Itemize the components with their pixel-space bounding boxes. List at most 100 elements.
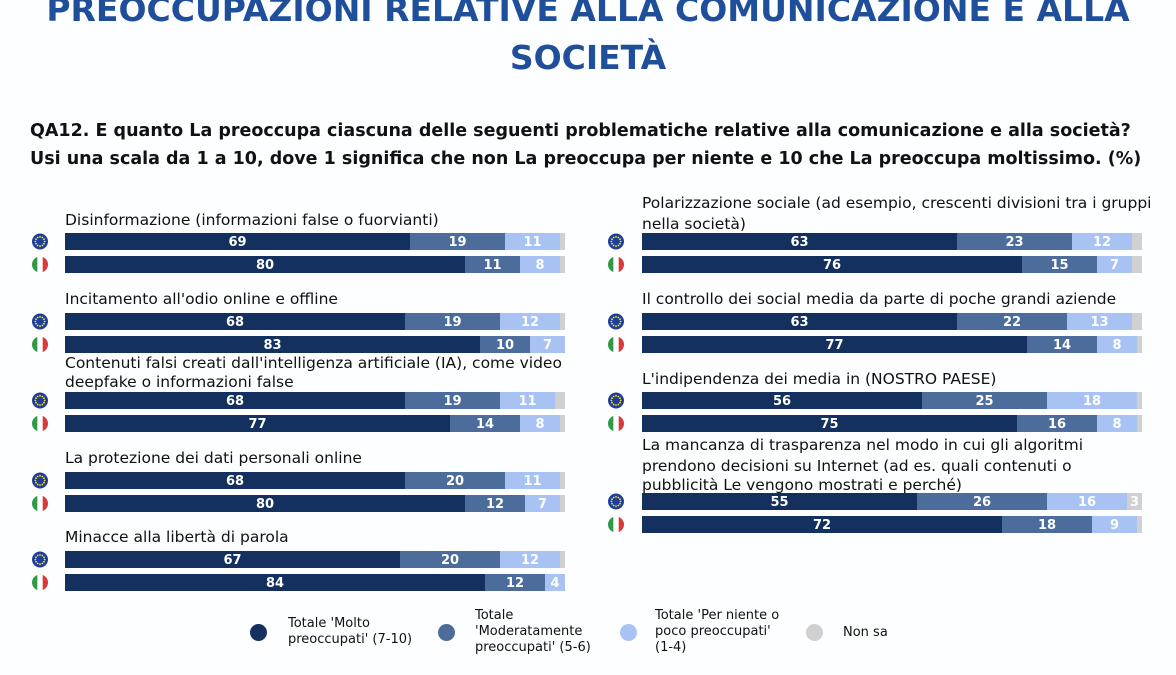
page-title-line-1: PREOCCUPAZIONI RELATIVE ALLA COMUNICAZIO…: [46, 0, 1130, 29]
data-label: 4: [550, 576, 559, 591]
eu-star: [619, 322, 621, 325]
eu-star: [619, 500, 622, 503]
eu-star: [619, 401, 621, 404]
data-label: 16: [1078, 495, 1096, 510]
data-label: 77: [825, 338, 843, 353]
chart-item: Incitamento all'odio online e offline 68 1…: [32, 290, 565, 353]
eu-star: [612, 316, 615, 319]
eu-flag-icon: [32, 313, 48, 330]
data-label: 19: [448, 235, 466, 250]
eu-star: [619, 242, 621, 245]
bar-segment-molto: [642, 516, 1002, 533]
bar-segment-non-sa: [1137, 392, 1142, 409]
data-label: 63: [790, 235, 808, 250]
bar-segment-moderatamente: [405, 392, 500, 409]
data-label: 23: [1005, 235, 1023, 250]
eu-star: [34, 558, 37, 561]
eu-star: [41, 244, 44, 247]
eu-star: [36, 316, 39, 319]
eu-star: [615, 316, 617, 318]
eu-star: [43, 479, 46, 482]
eu-star: [43, 481, 45, 484]
item-label: deepfake o informazioni false: [65, 373, 294, 391]
bar-segment-poco: [1072, 233, 1132, 250]
bar-segment-non-sa: [1127, 493, 1142, 510]
bar-segment-poco: [520, 415, 560, 432]
italy-flag-icon: [608, 415, 624, 432]
eu-star: [617, 504, 620, 507]
eu-star: [612, 244, 615, 247]
data-label: 72: [813, 518, 831, 533]
bar-segment-non-sa: [1137, 336, 1142, 353]
data-label: 20: [446, 474, 464, 489]
bar-segment-poco: [530, 336, 565, 353]
eu-star: [43, 318, 45, 321]
item-label: nella società): [642, 215, 746, 233]
eu-star: [615, 505, 617, 507]
eu-star: [615, 236, 617, 238]
data-label: 11: [523, 235, 541, 250]
bar-segment-non-sa: [1137, 415, 1142, 432]
eu-star: [611, 498, 613, 501]
bar-segment-molto: [642, 336, 1027, 353]
eu-star: [43, 556, 45, 559]
data-label: 76: [823, 258, 841, 273]
item-label: pubblicità Le vengono mostrati e perché): [642, 476, 962, 494]
item-label: L'indipendenza dei media in (NOSTRO PAES…: [642, 370, 996, 388]
eu-star: [41, 475, 44, 478]
eu-star: [36, 475, 39, 478]
eu-star: [34, 240, 37, 243]
data-label: 83: [263, 338, 281, 353]
bar-segment-non-sa: [560, 415, 565, 432]
eu-star: [39, 236, 41, 238]
bar-segment-molto: [65, 313, 405, 330]
bar-segment-molto: [65, 392, 405, 409]
data-label: 84: [266, 576, 284, 591]
eu-flag-icon: [608, 313, 624, 330]
bar-segment-non-sa: [560, 551, 565, 568]
data-label: 56: [773, 394, 791, 409]
eu-star: [619, 498, 621, 501]
bar-segment-poco: [500, 551, 560, 568]
bar-segment-moderatamente: [957, 233, 1072, 250]
eu-star: [35, 322, 37, 325]
eu-star: [35, 401, 37, 404]
bar-segment-moderatamente: [1017, 415, 1097, 432]
data-label: 68: [226, 315, 244, 330]
data-label: 67: [223, 553, 241, 568]
eu-star: [41, 395, 44, 398]
eu-star: [617, 395, 620, 398]
eu-star: [41, 316, 44, 319]
data-label: 20: [441, 553, 459, 568]
data-label: 15: [1050, 258, 1068, 273]
italy-flag-icon: [608, 256, 624, 273]
question-line-2: Usi una scala da 1 a 10, dove 1 signific…: [30, 149, 1142, 169]
bar-segment-molto: [65, 415, 450, 432]
eu-star: [39, 554, 41, 556]
item-label: Disinformazione (informazioni false o fu…: [65, 211, 439, 229]
item-label: La protezione dei dati personali online: [65, 449, 362, 467]
data-label: 11: [483, 258, 501, 273]
italy-flag-icon: [608, 516, 624, 533]
data-label: 8: [1112, 417, 1121, 432]
eu-star: [615, 325, 617, 327]
page-title: PREOCCUPAZIONI RELATIVE ALLA COMUNICAZIO…: [0, 0, 1176, 82]
eu-star: [39, 484, 41, 486]
eu-flag-icon: [32, 472, 48, 489]
eu-star: [36, 236, 39, 239]
eu-star: [43, 242, 45, 245]
eu-star: [34, 320, 37, 323]
data-label: 75: [820, 417, 838, 432]
eu-star: [612, 403, 615, 406]
italy-flag-icon: [32, 415, 48, 432]
data-label: 19: [443, 315, 461, 330]
bar-segment-molto: [642, 392, 922, 409]
eu-star: [617, 324, 620, 327]
bar-segment-moderatamente: [1027, 336, 1097, 353]
item-label: Polarizzazione sociale (ad esempio, cres…: [642, 194, 1151, 212]
italy-flag-icon: [32, 336, 48, 353]
eu-star: [43, 322, 45, 325]
data-label: 80: [256, 497, 274, 512]
eu-star: [611, 238, 613, 241]
